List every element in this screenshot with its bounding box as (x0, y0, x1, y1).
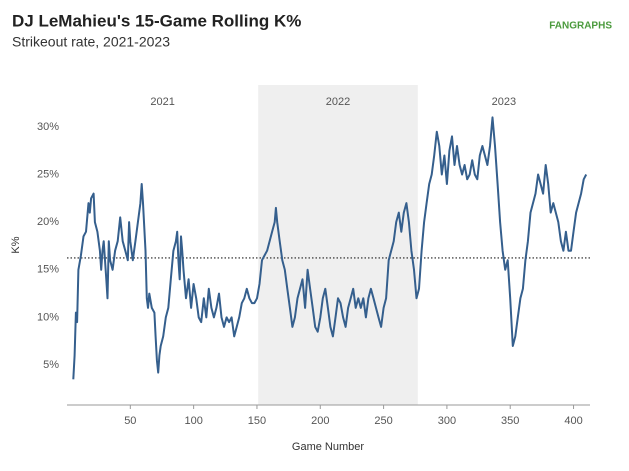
x-tick-label: 150 (248, 415, 266, 427)
period-shade (258, 85, 418, 405)
period-label: 2023 (492, 96, 516, 108)
series-line (72, 116, 588, 380)
x-tick-label: 250 (374, 415, 392, 427)
chart-subtitle: Strikeout rate, 2021-2023 (12, 34, 170, 50)
y-tick-label: 20% (37, 216, 59, 228)
period-label: 2022 (326, 96, 350, 108)
x-tick-label: 50 (124, 415, 136, 427)
y-tick-label: 25% (37, 168, 59, 180)
x-tick-label: 400 (564, 415, 582, 427)
y-tick-label: 5% (43, 359, 59, 371)
y-tick-label: 15% (37, 264, 59, 276)
chart-title: DJ LeMahieu's 15-Game Rolling K% (12, 11, 301, 30)
x-tick-label: 350 (501, 415, 519, 427)
logo: FANGRAPHS (549, 21, 612, 32)
x-tick-label: 300 (438, 415, 456, 427)
y-axis-label: K% (10, 236, 22, 253)
y-tick-label: 30% (37, 121, 59, 133)
x-tick-label: 100 (184, 415, 202, 427)
y-tick-label: 10% (37, 311, 59, 323)
period-label: 2021 (150, 96, 174, 108)
x-tick-label: 200 (311, 415, 329, 427)
x-axis-label: Game Number (292, 441, 364, 453)
